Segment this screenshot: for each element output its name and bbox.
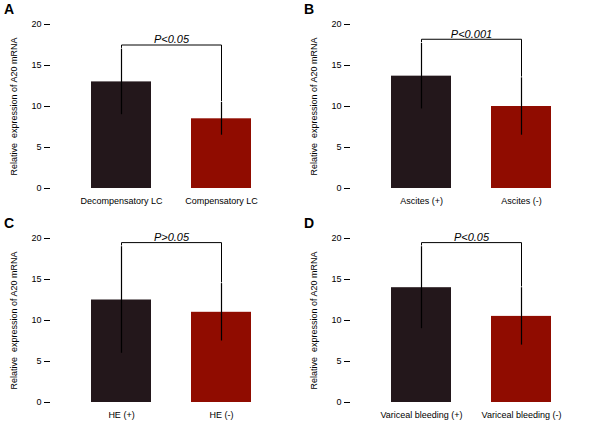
svg-text:10: 10	[331, 315, 341, 325]
html-text:A: A	[4, 1, 15, 17]
svg-text:5: 5	[36, 356, 41, 366]
svg-text:Relative expression of A20 mR: Relative expression of A20 mRNA	[9, 251, 19, 389]
svg-text:15: 15	[31, 60, 41, 70]
svg-text:Compensatory LC: Compensatory LC	[185, 196, 258, 206]
svg-text:Variceal bleeding (+): Variceal bleeding (+)	[380, 410, 462, 420]
svg-text:Ascites (-): Ascites (-)	[501, 196, 542, 206]
svg-text:P>0.05: P>0.05	[154, 231, 190, 243]
svg-text:Relative expression of A20 mR: Relative expression of A20 mRNA	[309, 251, 319, 389]
html-text:C: C	[4, 215, 15, 231]
svg-text:10: 10	[31, 101, 41, 111]
svg-text:5: 5	[336, 142, 341, 152]
svg-text:HE (+): HE (+)	[108, 410, 134, 420]
html-text:D: D	[304, 215, 315, 231]
svg-text:20: 20	[331, 19, 341, 29]
svg-text:Variceal bleeding (-): Variceal bleeding (-)	[482, 410, 562, 420]
svg-text:P<0.001: P<0.001	[451, 28, 492, 40]
svg-text:0: 0	[336, 397, 341, 407]
svg-text:15: 15	[331, 60, 341, 70]
svg-text:0: 0	[36, 183, 41, 193]
svg-text:10: 10	[331, 101, 341, 111]
svg-text:Decompensatory LC: Decompensatory LC	[80, 196, 163, 206]
svg-text:15: 15	[331, 274, 341, 284]
svg-text:0: 0	[336, 183, 341, 193]
svg-text:5: 5	[36, 142, 41, 152]
svg-text:Relative expression of A20 mR: Relative expression of A20 mRNA	[9, 37, 19, 175]
svg-text:20: 20	[331, 233, 341, 243]
svg-text:0: 0	[36, 397, 41, 407]
svg-text:5: 5	[336, 356, 341, 366]
svg-text:15: 15	[31, 274, 41, 284]
svg-text:HE (-): HE (-)	[210, 410, 234, 420]
svg-text:Ascites (+): Ascites (+)	[400, 196, 443, 206]
svg-text:10: 10	[31, 315, 41, 325]
svg-text:20: 20	[31, 233, 41, 243]
svg-text:Relative expression of A20 mR: Relative expression of A20 mRNA	[309, 37, 319, 175]
html-text:B: B	[304, 1, 315, 17]
svg-text:20: 20	[31, 19, 41, 29]
svg-text:P<0.05: P<0.05	[154, 33, 190, 45]
svg-text:P<0.05: P<0.05	[454, 231, 490, 243]
